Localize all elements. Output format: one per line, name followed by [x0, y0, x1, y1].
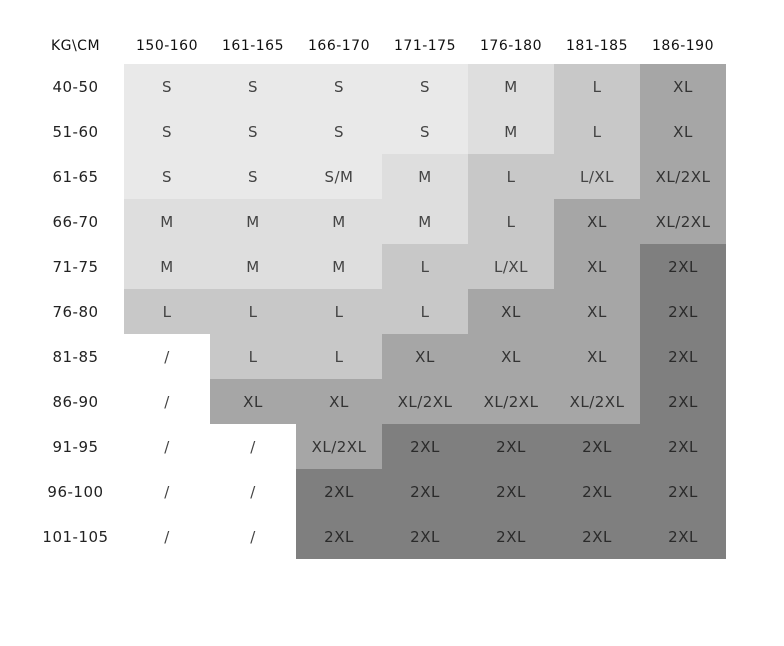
size-cell: S	[210, 109, 296, 154]
size-cell: M	[210, 199, 296, 244]
size-cell: /	[164, 527, 170, 546]
size-cell: XL	[554, 334, 640, 379]
size-cell: XL	[296, 379, 382, 424]
size-cell: S	[210, 154, 296, 199]
size-cell: S	[382, 109, 468, 154]
size-cell: XL/2XL	[296, 424, 382, 469]
row-label: 86-90	[52, 392, 99, 411]
size-cell: L	[296, 334, 382, 379]
size-cell: L	[296, 289, 382, 334]
size-cell: XL	[382, 334, 468, 379]
size-cell: XL	[468, 289, 554, 334]
size-cell: XL	[210, 379, 296, 424]
size-cell: XL/2XL	[640, 154, 726, 199]
size-cell: 2XL	[468, 514, 554, 559]
size-cell: M	[382, 199, 468, 244]
size-cell: M	[468, 64, 554, 109]
row-label: 101-105	[42, 527, 109, 546]
size-cell: S	[210, 64, 296, 109]
size-cell: 2XL	[296, 514, 382, 559]
size-cell: 2XL	[640, 514, 726, 559]
size-cell: L	[210, 334, 296, 379]
size-cell: M	[124, 244, 210, 289]
size-cell: L	[210, 289, 296, 334]
size-cell: 2XL	[640, 289, 726, 334]
size-cell: 2XL	[296, 469, 382, 514]
size-cell: S	[296, 109, 382, 154]
size-cell: XL	[554, 199, 640, 244]
row-label: 71-75	[52, 257, 99, 276]
size-cell: 2XL	[640, 334, 726, 379]
size-cell: 2XL	[554, 469, 640, 514]
size-cell: 2XL	[640, 469, 726, 514]
row-label: 76-80	[52, 302, 99, 321]
size-cell: /	[164, 437, 170, 456]
size-cell: 2XL	[382, 424, 468, 469]
size-cell: L/XL	[468, 244, 554, 289]
row-label: 91-95	[52, 437, 99, 456]
size-cell: S/M	[296, 154, 382, 199]
size-cell: S	[124, 109, 210, 154]
size-cell: L	[554, 64, 640, 109]
row-label: 81-85	[52, 347, 99, 366]
column-header: 181-185	[566, 38, 628, 54]
size-cell: L	[468, 154, 554, 199]
size-cell: 2XL	[468, 469, 554, 514]
column-header: 166-170	[308, 38, 370, 54]
size-cell: S	[296, 64, 382, 109]
size-cell: 2XL	[640, 244, 726, 289]
size-cell: XL/2XL	[382, 379, 468, 424]
size-cell: XL/2XL	[554, 379, 640, 424]
size-cell: L	[468, 199, 554, 244]
size-cell: 2XL	[382, 469, 468, 514]
size-cell: M	[124, 199, 210, 244]
row-label: 40-50	[52, 77, 99, 96]
size-cell: L	[382, 289, 468, 334]
size-cell: /	[164, 392, 170, 411]
size-cell: M	[296, 199, 382, 244]
column-header: 161-165	[222, 38, 284, 54]
row-label: 66-70	[52, 212, 99, 231]
size-cell: L/XL	[554, 154, 640, 199]
size-cell: L	[382, 244, 468, 289]
size-cell: XL/2XL	[640, 199, 726, 244]
row-label: 61-65	[52, 167, 99, 186]
size-cell: XL	[554, 244, 640, 289]
size-cell: 2XL	[640, 379, 726, 424]
size-cell: 2XL	[554, 424, 640, 469]
row-label: 51-60	[52, 122, 99, 141]
size-cell: /	[164, 347, 170, 366]
column-header: 176-180	[480, 38, 542, 54]
size-cell: XL	[554, 289, 640, 334]
size-cell: 2XL	[468, 424, 554, 469]
column-header: 186-190	[652, 38, 714, 54]
size-cell: XL	[468, 334, 554, 379]
size-cell: M	[382, 154, 468, 199]
size-cell: XL/2XL	[468, 379, 554, 424]
row-label: 96-100	[47, 482, 104, 501]
size-cell: S	[382, 64, 468, 109]
size-cell: L	[124, 289, 210, 334]
size-cell: S	[124, 154, 210, 199]
column-header: 171-175	[394, 38, 456, 54]
size-cell: M	[296, 244, 382, 289]
size-cell: /	[250, 527, 256, 546]
size-cell: XL	[640, 109, 726, 154]
size-cell: 2XL	[554, 514, 640, 559]
size-cell: /	[164, 482, 170, 501]
corner-header: KG\CM	[50, 38, 101, 54]
size-cell: XL	[640, 64, 726, 109]
size-cell: /	[250, 437, 256, 456]
column-header: 150-160	[136, 38, 198, 54]
size-cell: L	[554, 109, 640, 154]
size-cell: M	[468, 109, 554, 154]
size-cell: /	[250, 482, 256, 501]
size-cell: 2XL	[382, 514, 468, 559]
size-cell: M	[210, 244, 296, 289]
size-cell: S	[124, 64, 210, 109]
size-cell: 2XL	[640, 424, 726, 469]
